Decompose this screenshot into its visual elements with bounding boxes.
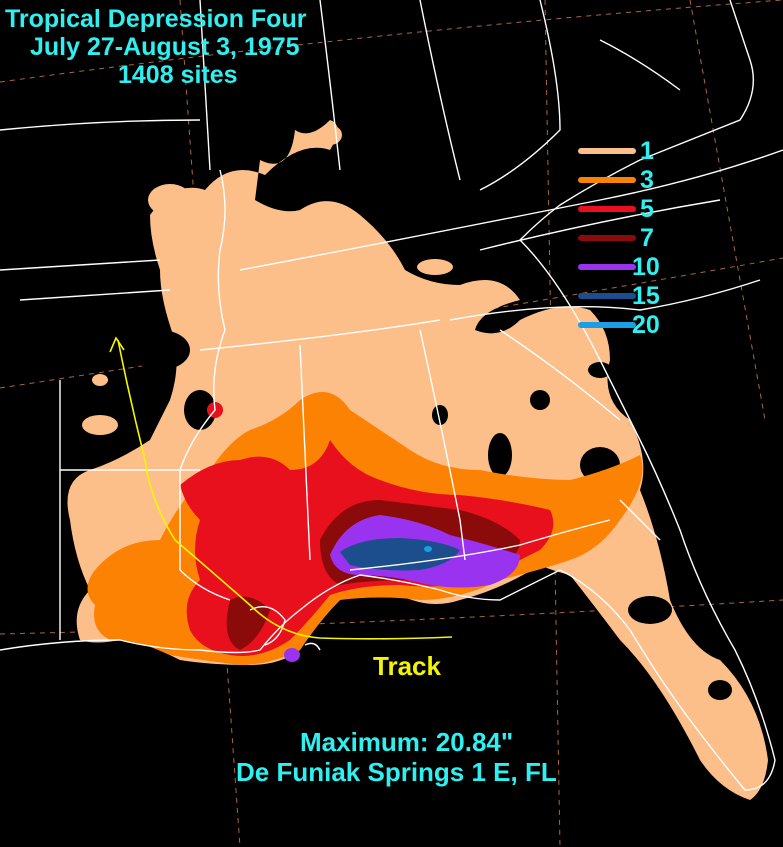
track-arrowhead: [109, 336, 125, 353]
maximum-location: De Funiak Springs 1 E, FL: [236, 757, 557, 787]
map-title-line2: July 27-August 3, 1975: [30, 33, 300, 61]
rainfall-contours: [67, 120, 768, 800]
legend-swatch-1: [578, 148, 636, 154]
legend-swatch-10: [578, 264, 636, 270]
contour-20in: [424, 546, 432, 552]
maximum-value: Maximum: 20.84": [300, 727, 514, 757]
legend-label-5: 5: [640, 195, 654, 223]
legend-swatch-20: [578, 322, 636, 328]
legend-swatch-15: [578, 293, 636, 299]
storm-track: [109, 336, 453, 640]
legend-label-3: 3: [640, 166, 654, 194]
legend-label-15: 15: [632, 282, 660, 310]
track-label: Track: [373, 651, 441, 681]
legend-label-7: 7: [640, 224, 654, 252]
legend-swatch-5: [578, 206, 636, 212]
legend-swatch-3: [578, 177, 636, 183]
map-title-line1: Tropical Depression Four: [5, 5, 307, 33]
legend-label-20: 20: [632, 311, 660, 339]
map-title-line3: 1408 sites: [118, 61, 238, 89]
legend-label-10: 10: [632, 253, 660, 281]
boundaries: [0, 0, 783, 791]
contour-15in: [340, 538, 460, 571]
coastline: [0, 0, 776, 791]
track-line: [117, 339, 453, 640]
legend-swatch-7: [578, 235, 636, 241]
legend-label-1: 1: [640, 137, 654, 165]
